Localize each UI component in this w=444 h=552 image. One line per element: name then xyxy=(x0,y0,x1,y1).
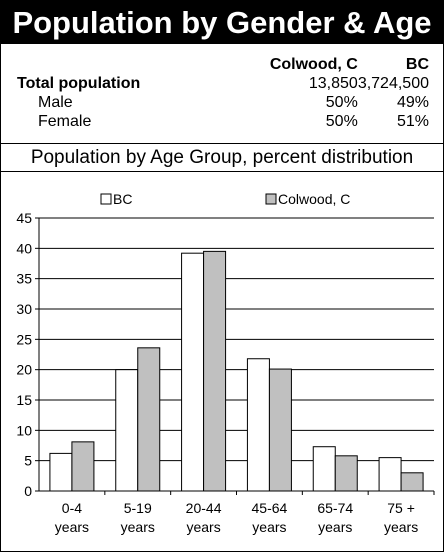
x-tick-label: years xyxy=(121,519,155,535)
chart-section-title: Population by Age Group, percent distrib… xyxy=(1,143,443,172)
y-tick-label: 15 xyxy=(16,392,32,408)
cell-total-colwood: 13,850 xyxy=(308,75,358,92)
row-label-total: Total population xyxy=(17,75,141,92)
row-label-male: Male xyxy=(38,94,73,111)
page-title: Population by Gender & Age xyxy=(1,1,443,44)
legend-label-colwood: Colwood, C xyxy=(278,191,350,207)
bar-colwood xyxy=(71,441,95,492)
y-tick-label: 45 xyxy=(16,210,32,226)
bar-colwood xyxy=(334,455,358,492)
table-row: Total population 13,850 3,724,500 xyxy=(1,74,443,93)
y-tick-label: 20 xyxy=(16,362,32,378)
cell-female-colwood: 50% xyxy=(325,113,358,130)
x-tick-label: 20-44 xyxy=(186,500,222,516)
table-row: Female 50% 51% xyxy=(1,112,443,131)
x-tick-label: 65-74 xyxy=(317,500,353,516)
y-tick-label: 10 xyxy=(16,422,32,438)
y-tick-label: 30 xyxy=(16,301,32,317)
legend-swatch-bc xyxy=(100,193,112,205)
table-header-bc: BC xyxy=(405,56,429,73)
row-label-female: Female xyxy=(38,113,92,130)
bar-bc xyxy=(49,452,73,492)
x-tick-label: 75 + xyxy=(387,500,415,516)
cell-female-bc: 51% xyxy=(396,113,429,130)
cell-total-bc: 3,724,500 xyxy=(357,75,429,92)
cell-male-bc: 49% xyxy=(396,94,429,111)
x-tick-label: years xyxy=(252,519,286,535)
y-tick-label: 35 xyxy=(16,271,32,287)
y-tick-label: 0 xyxy=(24,483,32,499)
bar-bc xyxy=(181,252,205,492)
table-row: Male 50% 49% xyxy=(1,93,443,112)
table-header-row: Colwood, C BC xyxy=(1,55,443,74)
y-tick-label: 25 xyxy=(16,331,32,347)
y-tick-label: 5 xyxy=(24,453,32,469)
x-tick-label: years xyxy=(186,519,220,535)
bar-colwood xyxy=(137,347,161,492)
x-tick-label: years xyxy=(384,519,418,535)
table-header-colwood: Colwood, C xyxy=(269,56,358,73)
x-tick-label: 0-4 xyxy=(62,500,82,516)
x-tick-label: years xyxy=(55,519,89,535)
x-tick-label: years xyxy=(318,519,352,535)
bar-colwood xyxy=(203,250,227,492)
population-table: Colwood, C BC Total population 13,850 3,… xyxy=(1,55,443,131)
bar-bc xyxy=(312,446,336,492)
x-tick-label: 5-19 xyxy=(124,500,152,516)
bar-colwood xyxy=(400,472,424,492)
bar-bc xyxy=(246,358,270,492)
x-tick-label: 45-64 xyxy=(252,500,288,516)
y-tick-label: 40 xyxy=(16,240,32,256)
legend-swatch-colwood xyxy=(265,193,277,205)
bar-bc xyxy=(115,369,139,492)
cell-male-colwood: 50% xyxy=(325,94,358,111)
legend-label-bc: BC xyxy=(113,191,132,207)
bar-colwood xyxy=(268,368,292,492)
bar-bc xyxy=(378,457,402,492)
